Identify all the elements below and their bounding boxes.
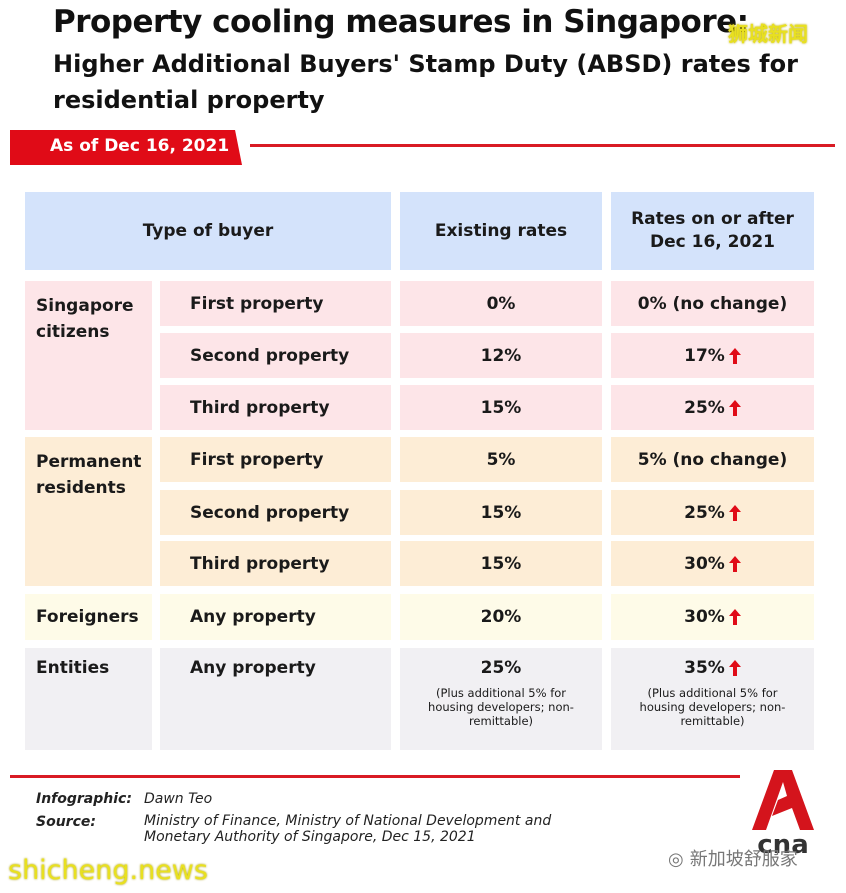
new-rate: 25% <box>684 397 725 418</box>
source-line-1: Ministry of Finance, Ministry of Nationa… <box>144 813 552 829</box>
column-header-existing: Existing rates <box>400 192 602 270</box>
existing-rate: 25% <box>480 658 522 678</box>
page-subtitle: Higher Additional Buyers' Stamp Duty (AB… <box>53 50 798 114</box>
page-title: Property cooling measures in Singapore: <box>53 4 749 40</box>
table-row-property: Third property <box>160 541 391 586</box>
group-label-permanent-residents: Permanent residents <box>25 437 152 586</box>
new-rate: 30% <box>684 607 725 627</box>
existing-rate: 15% <box>400 541 602 586</box>
existing-rate: 20% <box>400 594 602 640</box>
new-rate-cell: 17% <box>611 333 814 378</box>
table-row-property: Any property <box>160 648 391 750</box>
new-rate: 17% <box>684 345 725 366</box>
group-label-foreigners: Foreigners <box>25 594 152 640</box>
red-up-arrow-icon <box>728 347 741 364</box>
group-label-entities: Entities <box>25 648 152 750</box>
wechat-watermark-text: 新加坡舒服家 <box>689 849 798 870</box>
existing-rate: 15% <box>400 385 602 430</box>
column-header-new: Rates on or after Dec 16, 2021 <box>611 192 814 270</box>
existing-rate: 5% <box>400 437 602 482</box>
watermark-top: 狮城新闻 <box>728 22 808 46</box>
wechat-watermark: ◎ 新加坡舒服家 <box>668 845 798 871</box>
red-up-arrow-icon <box>728 399 741 416</box>
table-row-property: Second property <box>160 333 391 378</box>
red-up-arrow-icon <box>728 555 741 572</box>
new-rate: 0% (no change) <box>611 281 814 326</box>
red-up-arrow-icon <box>728 609 741 625</box>
cna-logo: cna <box>752 770 814 858</box>
table-row-property: Second property <box>160 490 391 535</box>
date-tag: As of Dec 16, 2021 <box>10 130 242 165</box>
new-rate-wrap: 35% <box>684 658 741 678</box>
new-rate: 25% <box>684 502 725 523</box>
new-rate-cell: 25% <box>611 385 814 430</box>
divider <box>250 144 835 147</box>
column-header-type: Type of buyer <box>25 192 391 270</box>
existing-rate-note: (Plus additional 5% for housing develope… <box>428 686 574 728</box>
new-rate-cell: 35% (Plus additional 5% for housing deve… <box>611 648 814 750</box>
new-rate: 30% <box>684 553 725 574</box>
table-row-property: First property <box>160 281 391 326</box>
new-rate-note: (Plus additional 5% for housing develope… <box>639 686 786 728</box>
red-up-arrow-icon <box>728 660 741 676</box>
new-rate: 5% (no change) <box>611 437 814 482</box>
source-line-2: Monetary Authority of Singapore, Dec 15,… <box>144 829 476 845</box>
existing-rate-cell: 25% (Plus additional 5% for housing deve… <box>400 648 602 750</box>
footer-divider <box>10 775 740 778</box>
existing-rate: 12% <box>400 333 602 378</box>
cna-a-mark-icon <box>752 770 814 830</box>
existing-rate: 15% <box>400 490 602 535</box>
red-up-arrow-icon <box>728 504 741 521</box>
table-row-property: Any property <box>160 594 391 640</box>
group-label-citizens: Singapore citizens <box>25 281 152 430</box>
infographic-label: Infographic: <box>36 791 132 807</box>
site-watermark: shicheng.news <box>8 855 208 886</box>
new-rate-cell: 25% <box>611 490 814 535</box>
wechat-icon: ◎ <box>668 849 684 870</box>
cna-logo-text: cna <box>757 830 809 860</box>
new-rate-cell: 30% <box>611 594 814 640</box>
existing-rate: 0% <box>400 281 602 326</box>
table-row-property: Third property <box>160 385 391 430</box>
new-rate-cell: 30% <box>611 541 814 586</box>
source-label: Source: <box>36 814 96 830</box>
infographic-credit: Dawn Teo <box>144 791 213 807</box>
new-rate: 35% <box>684 658 725 678</box>
table-row-property: First property <box>160 437 391 482</box>
